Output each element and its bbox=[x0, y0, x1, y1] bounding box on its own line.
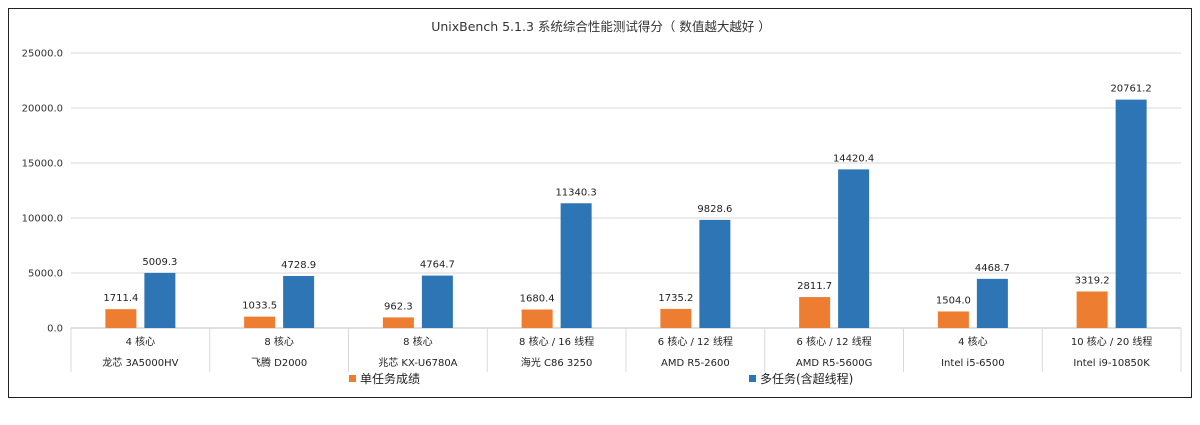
category-sub-label: 8 核心 / 16 线程 bbox=[519, 335, 594, 348]
data-label: 4728.9 bbox=[281, 260, 316, 271]
category-name-label: 飞腾 D2000 bbox=[251, 356, 307, 369]
legend: 单任务成绩 多任务(含超线程) bbox=[349, 371, 853, 386]
bar-single-task bbox=[521, 309, 553, 328]
category-sub-label: 4 核心 bbox=[126, 335, 156, 348]
category-name-label: 兆芯 KX-U6780A bbox=[378, 356, 457, 369]
bar-multi-task bbox=[1115, 99, 1147, 328]
bar-multi-task bbox=[838, 169, 870, 328]
category-name-label: 海光 C86 3250 bbox=[521, 356, 593, 369]
category-sub-label: 8 核心 bbox=[403, 335, 433, 348]
category-name-label: Intel i5-6500 bbox=[941, 358, 1005, 369]
chart-frame: UnixBench 5.1.3 系统综合性能测试得分（ 数值越大越好 ） 171… bbox=[8, 8, 1192, 398]
y-tick-label: 0.0 bbox=[47, 324, 63, 335]
bar-multi-task bbox=[699, 219, 731, 328]
category-name-label: Intel i9-10850K bbox=[1073, 358, 1150, 369]
bars-layer bbox=[105, 99, 1147, 328]
legend-label: 多任务(含超线程) bbox=[760, 371, 853, 386]
labels-layer: 1711.4 5009.3 1033.5 4728.9 962.3 4764.7 1680.… bbox=[103, 84, 1151, 313]
bar-multi-task bbox=[283, 275, 315, 328]
axis-layer: 0.0 5000.0 10000.0 15000.0 20000.0 25000.0 4 核… bbox=[22, 49, 1182, 372]
y-tick-label: 15000.0 bbox=[22, 159, 63, 170]
bar-multi-task bbox=[976, 278, 1008, 328]
data-label: 4468.7 bbox=[975, 263, 1010, 274]
bar-single-task bbox=[244, 316, 276, 328]
bar-single-task bbox=[799, 297, 831, 328]
category-name-label: AMD R5-5600G bbox=[796, 358, 872, 369]
chart-title: UnixBench 5.1.3 系统综合性能测试得分（ 数值越大越好 ） bbox=[431, 19, 771, 34]
data-label: 1504.0 bbox=[936, 295, 971, 306]
legend-swatch-multi bbox=[749, 375, 756, 382]
bar-multi-task bbox=[560, 203, 592, 328]
bar-single-task bbox=[382, 317, 414, 328]
bar-multi-task bbox=[144, 272, 176, 328]
chart-svg: UnixBench 5.1.3 系统综合性能测试得分（ 数值越大越好 ） 171… bbox=[22, 19, 1182, 386]
category-sub-label: 6 核心 / 12 线程 bbox=[797, 335, 872, 348]
category-sub-label: 8 核心 bbox=[264, 335, 294, 348]
data-label: 2811.7 bbox=[797, 281, 832, 292]
bar-single-task bbox=[660, 308, 692, 328]
bar-single-task bbox=[937, 311, 969, 328]
data-label: 14420.4 bbox=[833, 153, 874, 164]
data-label: 5009.3 bbox=[142, 257, 177, 268]
bar-single-task bbox=[1076, 291, 1108, 328]
category-name-label: 龙芯 3A5000HV bbox=[102, 356, 178, 369]
category-sub-label: 10 核心 / 20 线程 bbox=[1071, 335, 1153, 348]
data-label: 9828.6 bbox=[697, 204, 732, 215]
legend-swatch-single bbox=[349, 375, 356, 382]
data-label: 1735.2 bbox=[658, 293, 693, 304]
y-tick-label: 10000.0 bbox=[22, 214, 63, 225]
bar-single-task bbox=[105, 309, 137, 328]
data-label: 1711.4 bbox=[103, 293, 138, 304]
data-label: 11340.3 bbox=[555, 187, 596, 198]
legend-label: 单任务成绩 bbox=[360, 371, 420, 386]
y-tick-label: 25000.0 bbox=[22, 49, 63, 60]
data-label: 1680.4 bbox=[520, 294, 555, 305]
category-sub-label: 4 核心 bbox=[958, 335, 988, 348]
data-label: 1033.5 bbox=[242, 301, 277, 312]
data-label: 4764.7 bbox=[420, 260, 455, 271]
data-label: 962.3 bbox=[384, 301, 413, 312]
y-tick-label: 20000.0 bbox=[22, 104, 63, 115]
bar-multi-task bbox=[421, 275, 453, 328]
y-tick-label: 5000.0 bbox=[28, 269, 63, 280]
category-name-label: AMD R5-2600 bbox=[661, 358, 730, 369]
grid-layer bbox=[71, 52, 1181, 329]
data-label: 20761.2 bbox=[1110, 84, 1151, 95]
category-sub-label: 6 核心 / 12 线程 bbox=[658, 335, 733, 348]
data-label: 3319.2 bbox=[1075, 275, 1110, 286]
